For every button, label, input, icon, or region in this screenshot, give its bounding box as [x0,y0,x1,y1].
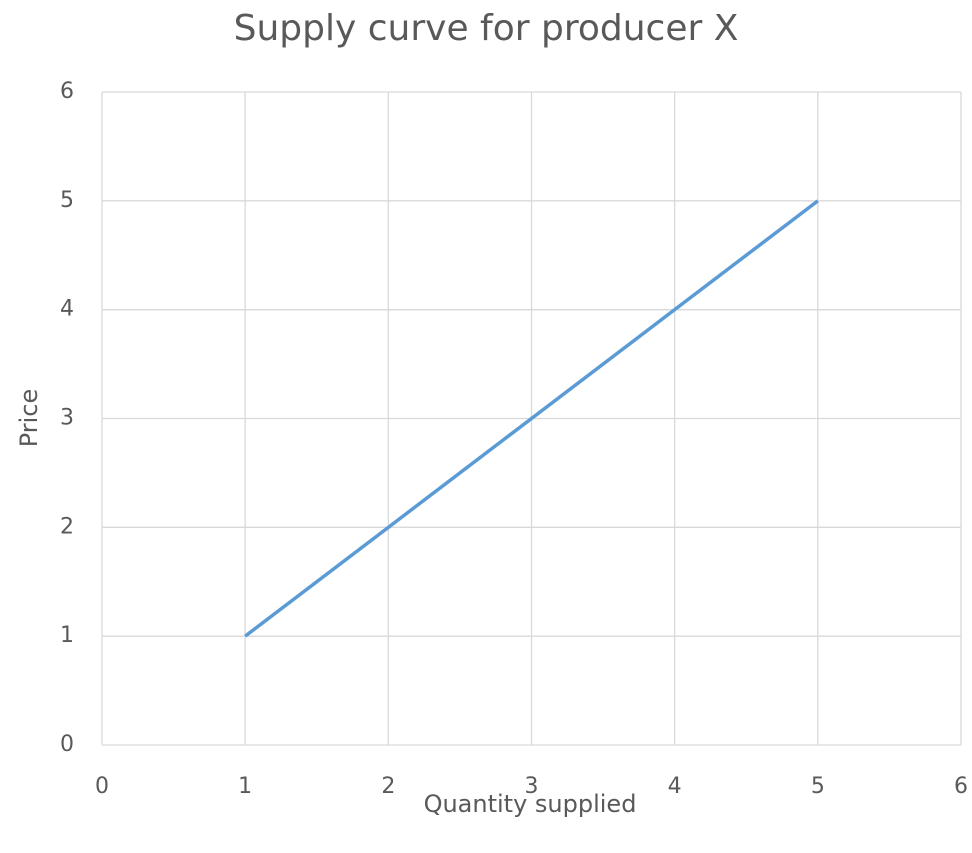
x-axis-title: Quantity supplied [424,790,637,818]
line [244,199,819,638]
x-tick-label: 2 [381,774,395,799]
x-tick-label: 5 [811,774,825,799]
y-tick-label: 5 [60,188,74,213]
x-tick-label: 3 [525,774,539,799]
y-tick-label: 1 [60,623,74,648]
x-tick-label: 0 [95,774,109,799]
y-tick-label: 6 [60,79,74,104]
y-tick-label: 3 [60,406,74,431]
y-tick-label: 4 [60,297,74,322]
x-tick-label: 6 [954,774,968,799]
y-axis-title: Price [15,389,43,448]
x-tick-label: 4 [668,774,682,799]
y-tick-label: 2 [60,514,74,539]
x-tick-label: 1 [238,774,252,799]
y-tick-label: 0 [60,732,74,757]
chart-title: Supply curve for producer X [234,8,739,49]
